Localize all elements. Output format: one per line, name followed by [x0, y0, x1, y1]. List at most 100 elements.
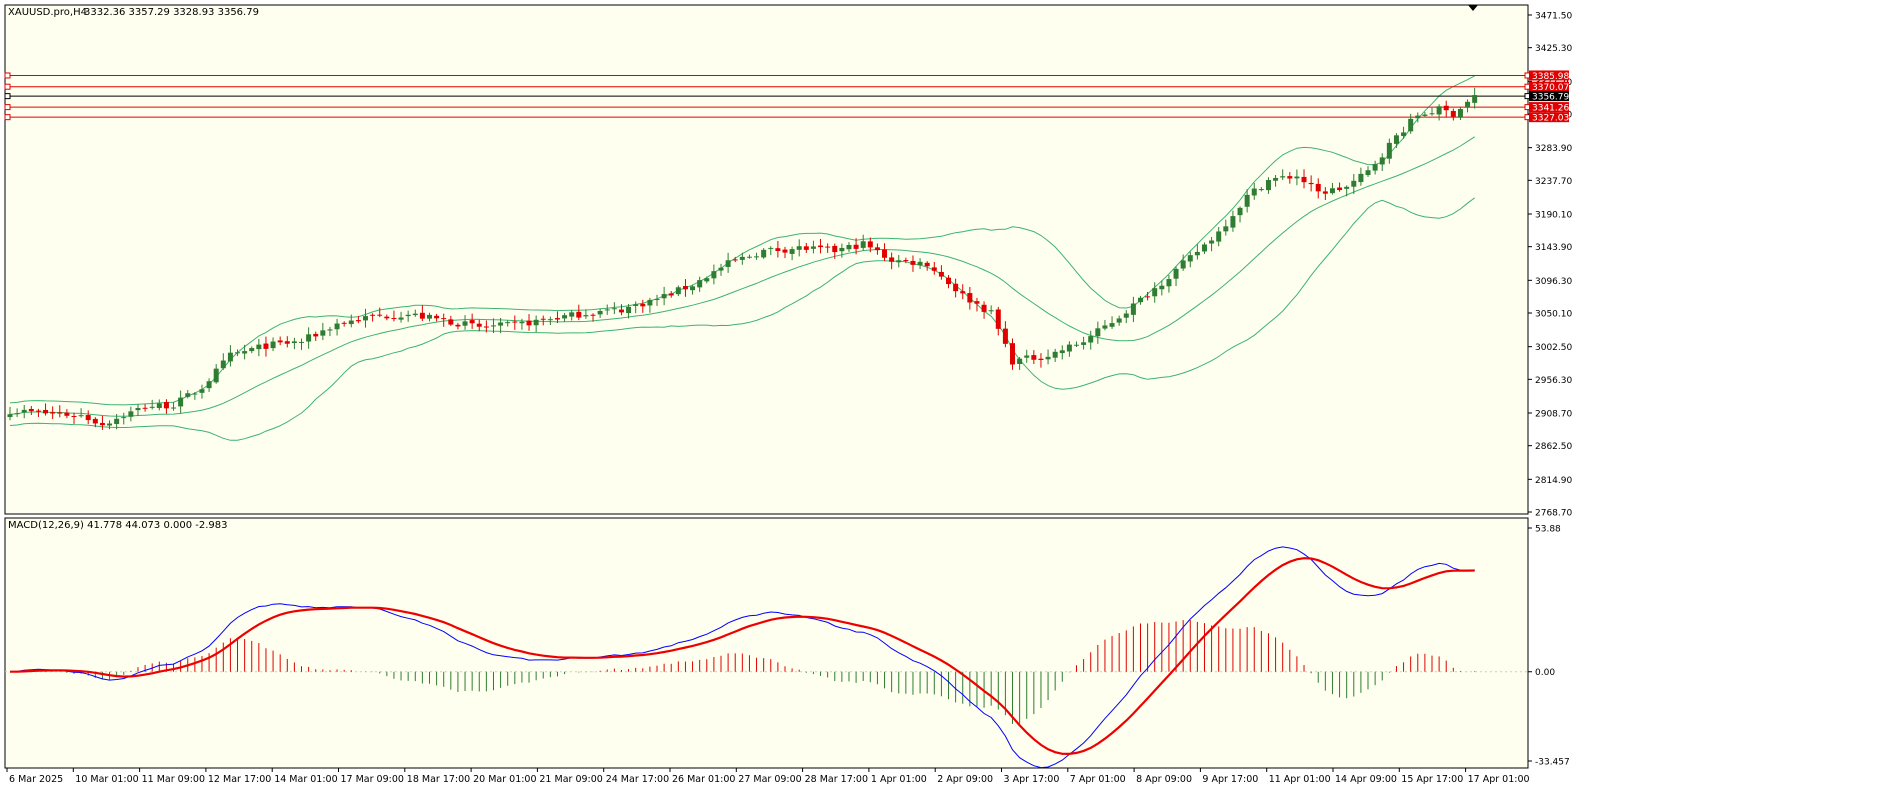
price-tick-label: 3471.50	[1535, 12, 1572, 22]
candle-body	[185, 393, 191, 397]
candle-body	[1415, 115, 1421, 119]
candle-body	[583, 315, 589, 317]
candle-body	[1194, 251, 1200, 256]
candle-body	[1152, 288, 1158, 297]
candle-body	[732, 259, 738, 261]
candle-body	[505, 322, 511, 324]
time-tick-label: 12 Mar 17:00	[208, 774, 271, 785]
candle-body	[1408, 118, 1414, 132]
candle-body	[128, 411, 134, 417]
candle-body	[640, 303, 646, 307]
price-tick-label: 3283.90	[1535, 144, 1572, 154]
price-tick-label: 2768.70	[1535, 509, 1572, 519]
time-tick-label: 6 Mar 2025	[9, 774, 63, 785]
candle-body	[1173, 268, 1179, 279]
candle-body	[1265, 180, 1271, 191]
candle-body	[163, 402, 169, 409]
candle-body	[1422, 114, 1428, 116]
candle-body	[1450, 110, 1456, 117]
candle-body	[135, 408, 141, 411]
candle-body	[846, 244, 852, 250]
candle-body	[291, 341, 297, 344]
horizontal-levels[interactable]	[4, 72, 1531, 121]
level-badge	[1529, 112, 1569, 123]
candle-body	[92, 418, 98, 424]
candle-body	[242, 351, 248, 354]
price-tick-label: 2908.70	[1535, 409, 1572, 419]
candle-body	[199, 389, 205, 393]
candle-body	[462, 321, 468, 326]
level-badge	[1529, 70, 1569, 81]
level-badge	[1529, 102, 1569, 113]
candle-body	[1287, 176, 1293, 179]
candle-body	[363, 316, 368, 321]
candle-body	[711, 271, 717, 279]
price-tick-label: 2814.90	[1535, 476, 1572, 486]
candle-body	[341, 322, 347, 324]
candle-body	[1002, 328, 1008, 344]
price-tick-label: 3425.30	[1535, 44, 1572, 54]
candle-body	[178, 397, 184, 407]
time-tick-label: 15 Apr 17:00	[1401, 774, 1463, 785]
candle-body	[28, 408, 34, 412]
level-badge-label: 3327.03	[1532, 114, 1569, 124]
candlesticks	[7, 87, 1478, 430]
candle-body	[85, 415, 91, 421]
candle-body	[661, 294, 667, 299]
candle-body	[320, 330, 326, 336]
candle-body	[718, 267, 724, 271]
candle-body	[1116, 318, 1122, 323]
candle-body	[654, 298, 660, 300]
candle-body	[739, 256, 745, 260]
candle-body	[611, 308, 617, 310]
candle-body	[1457, 108, 1463, 118]
candle-body	[426, 314, 432, 319]
candle-body	[960, 291, 966, 294]
candle-body	[618, 309, 624, 313]
candle-body	[761, 249, 767, 258]
candle-body	[1393, 135, 1399, 144]
candle-body	[1038, 358, 1044, 361]
price-tick-label: 2956.30	[1535, 376, 1572, 386]
candle-body	[903, 260, 909, 262]
candle-body	[675, 287, 681, 295]
price-panel-background	[4, 4, 1529, 515]
candle-body	[1358, 173, 1364, 183]
symbol-label: XAUUSD.pro,H4	[8, 7, 87, 18]
candle-body	[526, 320, 532, 326]
candle-body	[348, 320, 354, 325]
candle-body	[832, 245, 838, 253]
candle-body	[1322, 191, 1328, 194]
candle-body	[1031, 355, 1037, 360]
candle-body	[171, 407, 177, 409]
candle-body	[1137, 297, 1143, 303]
chart-shift-marker-icon[interactable]	[1468, 5, 1478, 11]
candle-body	[313, 333, 319, 337]
candle-body	[220, 360, 226, 369]
candle-body	[853, 244, 859, 249]
level-badge	[1529, 81, 1569, 92]
time-tick-label: 20 Mar 01:00	[473, 774, 536, 785]
candle-body	[370, 314, 376, 316]
candle-body	[1443, 105, 1449, 111]
candle-body	[277, 340, 283, 343]
candle-body	[498, 322, 504, 326]
time-tick-label: 11 Mar 09:00	[142, 774, 205, 785]
candle-body	[697, 280, 703, 288]
candle-body	[995, 309, 1001, 329]
candle-body	[57, 412, 63, 414]
candle-body	[938, 271, 944, 277]
candle-body	[263, 343, 269, 349]
candle-body	[1401, 132, 1407, 136]
candle-body	[1472, 95, 1478, 103]
candle-body	[405, 314, 411, 317]
candle-body	[882, 249, 888, 258]
candle-body	[604, 309, 610, 311]
candle-body	[1344, 186, 1350, 189]
candle-body	[512, 321, 518, 323]
candle-body	[149, 406, 155, 408]
candle-body	[377, 314, 383, 316]
price-tick-label: 3190.10	[1535, 210, 1572, 220]
